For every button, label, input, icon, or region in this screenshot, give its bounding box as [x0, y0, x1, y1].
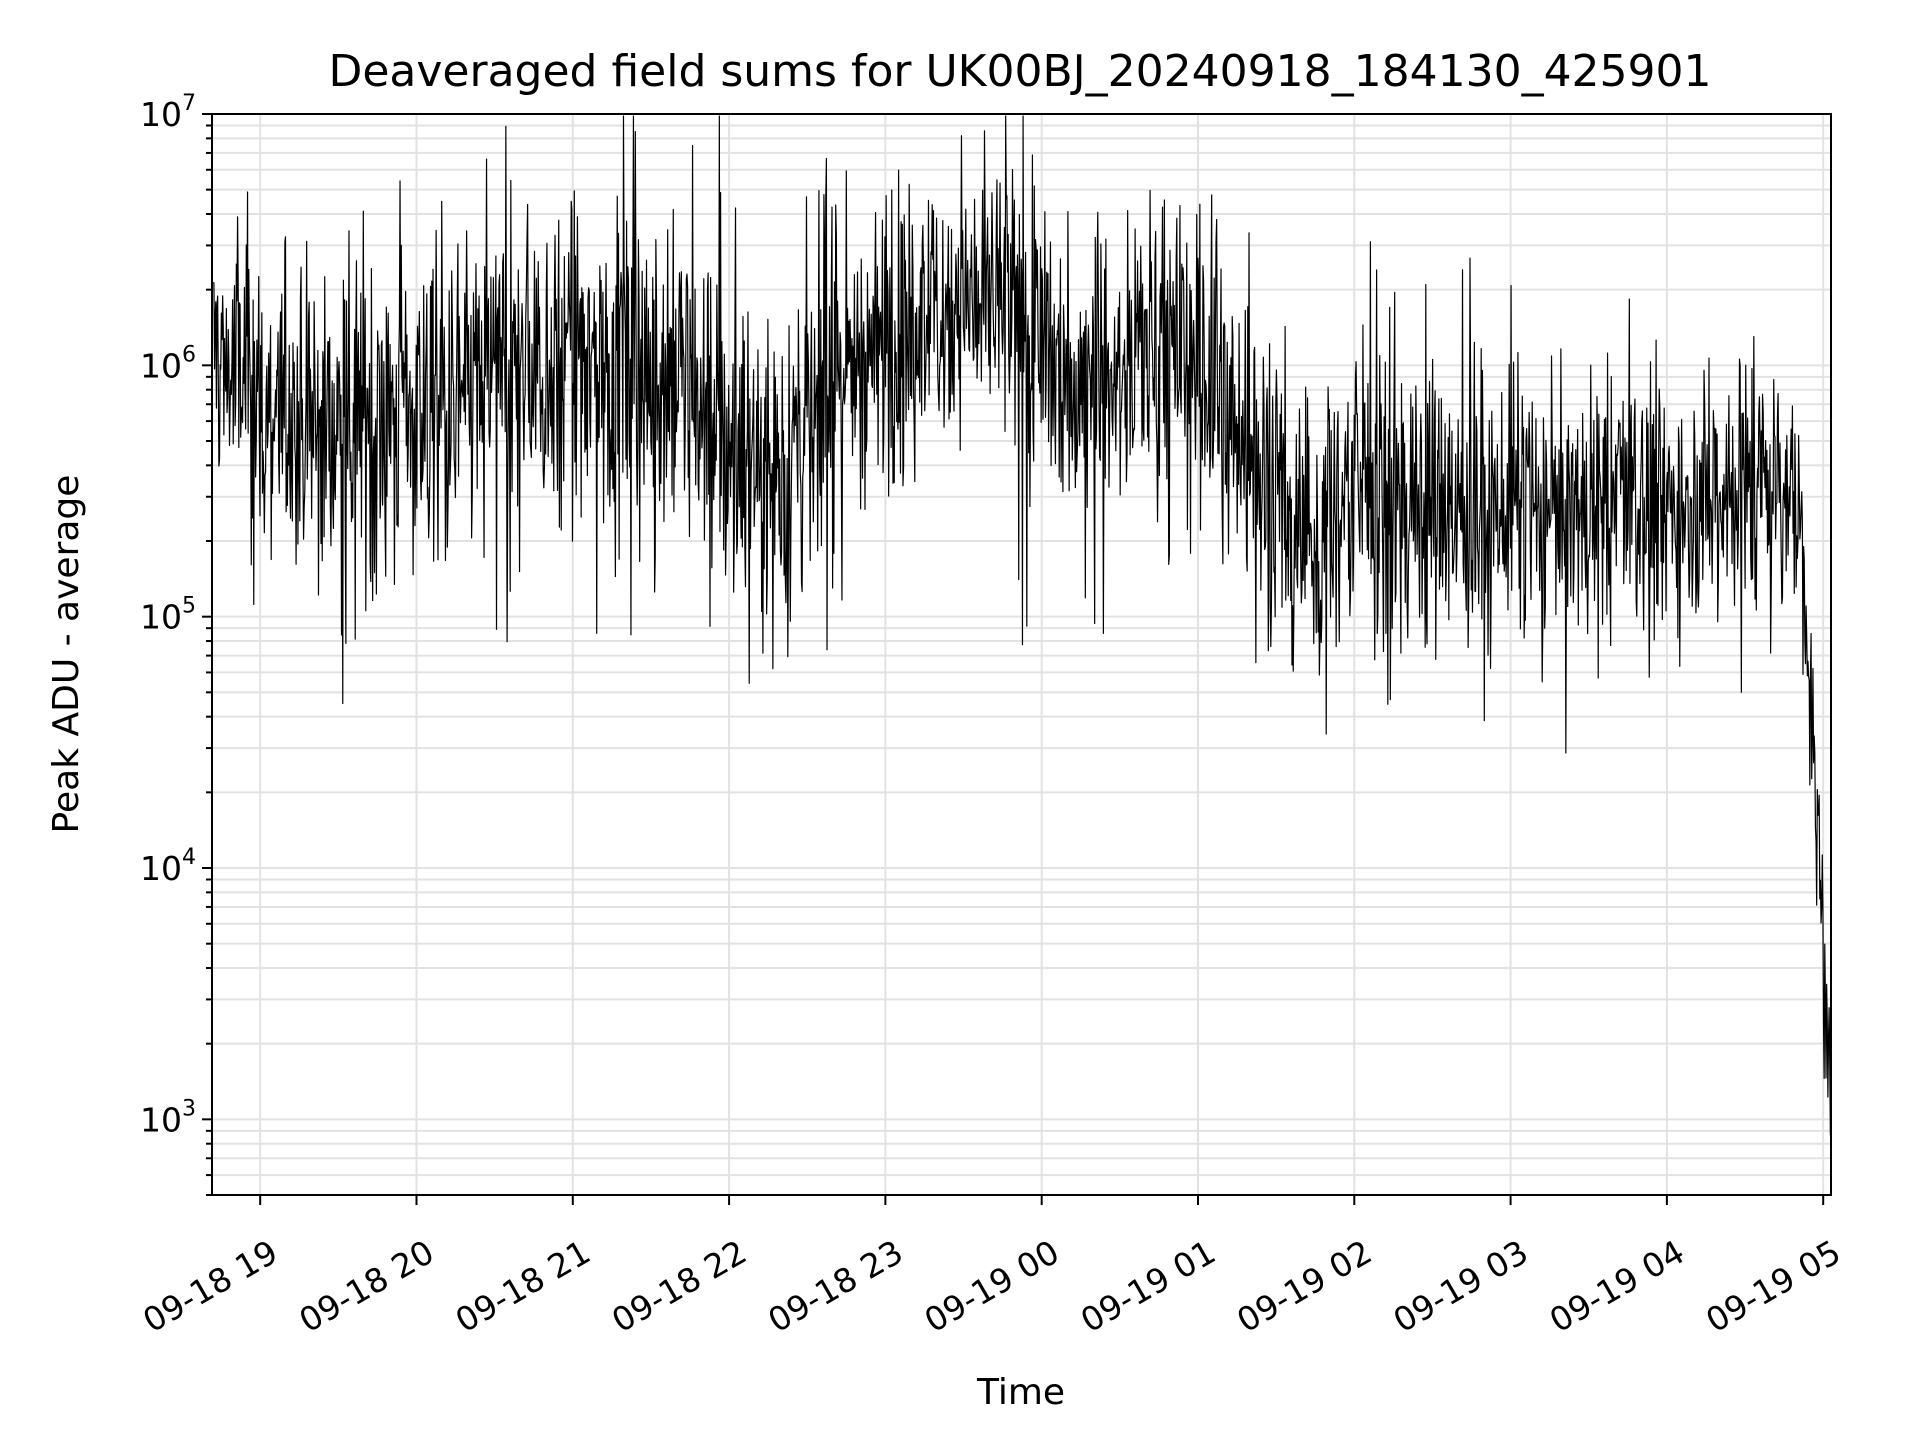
y-tick-label: 105 — [140, 594, 196, 637]
y-axis-label: Peak ADU - average — [46, 475, 87, 834]
x-axis-label: Time — [976, 1372, 1065, 1413]
chart-title: Deaveraged field sums for UK00BJ_2024091… — [328, 46, 1711, 97]
y-tick-label-base: 10 — [140, 598, 182, 637]
y-tick-label-exponent: 5 — [182, 594, 196, 619]
y-tick-label-base: 10 — [140, 95, 182, 134]
plot-frame — [211, 113, 1832, 1196]
y-tick-label: 103 — [140, 1096, 196, 1139]
y-tick-label-exponent: 7 — [182, 91, 196, 116]
y-tick-label-base: 10 — [140, 849, 182, 888]
series-line — [212, 115, 1832, 1136]
y-tick-label-exponent: 4 — [182, 845, 196, 870]
y-tick-label: 106 — [140, 342, 196, 385]
y-tick-label: 104 — [140, 845, 196, 888]
grid-layer — [212, 114, 1831, 1196]
series-layer — [212, 115, 1832, 1136]
y-tick-label-base: 10 — [140, 1100, 182, 1139]
y-tick-label-exponent: 6 — [182, 342, 196, 367]
y-tick-label-exponent: 3 — [182, 1096, 196, 1121]
y-tick-label-base: 10 — [140, 346, 182, 385]
y-tick-label: 107 — [140, 91, 196, 134]
